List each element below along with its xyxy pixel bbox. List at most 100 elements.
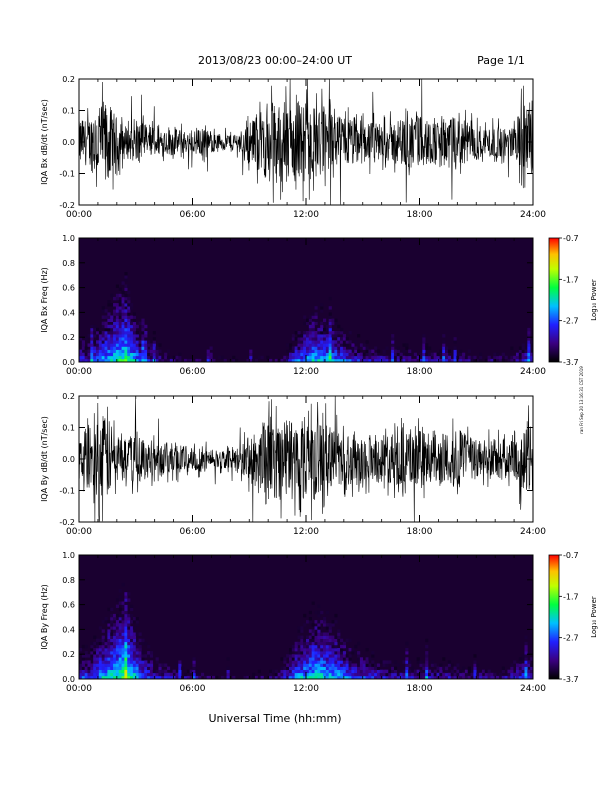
spectrogram-cell (300, 340, 304, 344)
spectrogram-cell (308, 660, 312, 664)
spectrogram-cell (124, 663, 128, 667)
spectrogram-cell (314, 337, 318, 341)
spectrogram-cell (493, 355, 497, 360)
spectrogram-cell (130, 644, 134, 649)
spectrogram-cell (115, 358, 120, 363)
spectrogram-cell (527, 352, 531, 357)
spectrogram-cell (374, 355, 378, 360)
spectrogram-cell (425, 358, 429, 363)
spectrogram-cell (135, 617, 139, 621)
spectrogram-cell (107, 343, 111, 347)
spectrogram-cell (107, 660, 111, 664)
spectrogram-cell (328, 644, 332, 649)
spectrogram-cell (288, 669, 293, 674)
spectrogram-cell (127, 318, 131, 322)
spectrogram-cell (115, 657, 120, 661)
spectrogram-cell (323, 632, 327, 636)
spectrogram-cell (337, 660, 341, 664)
spectrogram-cell (113, 638, 117, 643)
spectrogram-cell (280, 672, 284, 677)
spectrogram-cell (340, 337, 344, 341)
spectrogram-cell (127, 654, 131, 658)
spectrogram-cell (430, 660, 434, 664)
spectrogram-cell (81, 669, 85, 674)
spectrogram-cell (138, 355, 142, 360)
spectrogram-cell (169, 675, 173, 680)
spectrogram-cell (84, 672, 88, 677)
spectrogram-cell (354, 669, 358, 674)
spectrogram-cell (334, 352, 338, 357)
spectrogram-cell (118, 312, 122, 316)
spectrogram-cell (314, 343, 318, 347)
spectrogram-cell (87, 654, 91, 658)
spectrogram-cell (425, 666, 429, 670)
spectrogram-cell (425, 672, 429, 677)
spectrogram-cell (328, 648, 332, 652)
run-timestamp-note: ran Fri Sep 20 13:16:31 CST 2019 (579, 366, 584, 434)
spectrogram-cell (141, 657, 145, 661)
spectrogram-cell (320, 663, 324, 667)
spectrogram-cell (138, 663, 142, 667)
spectrogram-cell (104, 654, 108, 658)
spectrogram-cell (308, 648, 312, 652)
spectrogram-cell (317, 669, 321, 674)
spectrogram-cell (98, 657, 102, 661)
spectrogram-cell (161, 358, 165, 363)
spectrogram-cell (226, 669, 230, 674)
spectrogram-cell (115, 623, 120, 627)
spectrogram-cell (450, 663, 454, 667)
spectrogram-cell (124, 669, 128, 674)
spectrogram-cell (328, 349, 332, 353)
spectrogram-cell (93, 327, 97, 332)
spectrogram-cell (331, 638, 335, 643)
spectrogram-cell (425, 346, 429, 350)
spectrogram-cell (405, 675, 409, 680)
spectrogram-cell (501, 666, 505, 670)
spectrogram-cell (286, 675, 290, 680)
spectrogram-cell (459, 352, 463, 357)
spectrogram-cell (334, 355, 338, 360)
spectrogram-cell (107, 657, 111, 661)
spectrogram-cell (521, 343, 525, 347)
spectrogram-cell (124, 644, 128, 649)
spectrogram-cell (317, 346, 321, 350)
spectrogram-cell (331, 663, 335, 667)
spectrogram-cell (113, 666, 117, 670)
spectrogram-cell (121, 349, 125, 353)
spectrogram-cell (280, 358, 284, 363)
spectrogram-cell (110, 318, 114, 322)
y-tick-label: -0.2 (59, 201, 75, 210)
spectrogram-cell (147, 355, 151, 360)
spectrogram-cell (391, 349, 395, 353)
spectrogram-cell (527, 672, 531, 677)
spectrogram-cell (127, 337, 131, 341)
spectrogram-cell (515, 352, 520, 357)
spectrogram-cell (121, 321, 125, 326)
spectrogram-cell (323, 623, 327, 627)
spectrogram-cell (101, 672, 105, 677)
spectrogram-cell (127, 651, 131, 655)
spectrogram-cell (161, 663, 165, 667)
spectrogram-cell (130, 660, 134, 664)
spectrogram-cell (104, 315, 108, 319)
spectrogram-cell (104, 331, 108, 335)
spectrogram-cell (294, 660, 298, 664)
spectrogram-cell (161, 355, 165, 360)
spectrogram-cell (107, 334, 111, 338)
spectrogram-cell (317, 644, 321, 649)
spectrogram-cell (527, 358, 531, 363)
spectrogram-cell (101, 657, 105, 661)
spectrogram-cell (527, 334, 531, 338)
spectrogram-cell (393, 660, 398, 664)
spectrogram-cell (121, 318, 125, 322)
spectrogram-cell (325, 641, 329, 646)
spectrogram-cell (408, 675, 412, 680)
spectrogram-cell (113, 318, 117, 322)
spectrogram-cell (306, 675, 310, 680)
spectrogram-cell (93, 648, 97, 652)
spectrogram-cell (141, 327, 145, 332)
spectrogram-cell (158, 672, 162, 677)
spectrogram-cell (121, 617, 125, 621)
spectrogram-cell (269, 675, 273, 680)
spectrogram-cell (359, 675, 364, 680)
